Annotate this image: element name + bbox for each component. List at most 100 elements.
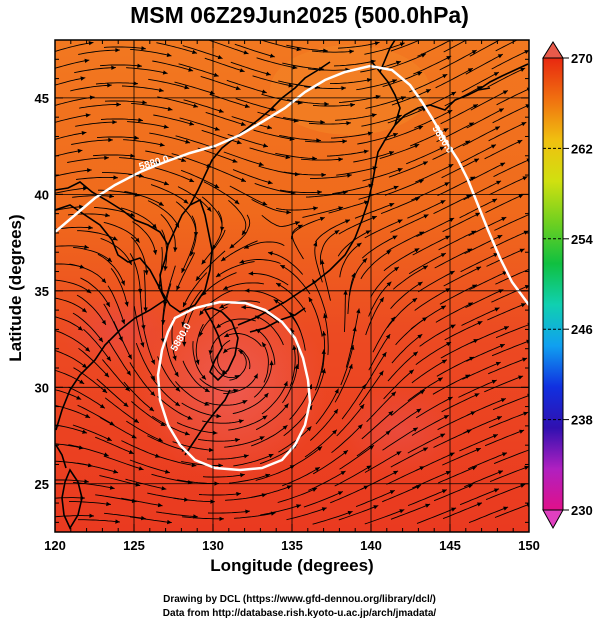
streamline-arrow <box>361 384 366 390</box>
streamline-arrow <box>475 448 481 452</box>
streamline-arrow <box>163 181 169 186</box>
streamline <box>72 424 112 442</box>
streamline <box>485 194 524 214</box>
streamline <box>390 40 421 52</box>
streamline-arrow <box>317 446 323 451</box>
streamline-arrow <box>470 176 476 181</box>
streamline-arrow <box>297 224 303 229</box>
streamline <box>461 307 500 326</box>
streamline-arrow <box>218 108 224 113</box>
streamline-arrow <box>373 505 379 510</box>
streamline-arrow <box>232 158 238 163</box>
streamline-arrow <box>152 249 158 255</box>
streamline <box>232 169 273 184</box>
streamline <box>181 233 196 274</box>
streamline-arrow <box>219 304 225 309</box>
streamline-arrow <box>185 139 191 144</box>
streamline-arrow <box>79 204 84 209</box>
page-title: MSM 06Z29Jun2025 (500.0hPa) <box>130 2 469 28</box>
streamline <box>302 206 344 218</box>
streamline-arrow <box>524 285 529 289</box>
streamline-arrow <box>174 371 179 377</box>
streamline-arrow <box>313 241 318 247</box>
streamline-arrow <box>321 507 327 512</box>
streamline-arrow <box>123 402 129 407</box>
streamline <box>441 393 480 413</box>
streamline-arrow <box>224 333 230 337</box>
streamline <box>417 270 455 293</box>
streamline <box>282 466 321 487</box>
streamline-arrow <box>440 305 446 310</box>
streamline <box>261 381 288 415</box>
streamline-arrow <box>520 68 526 72</box>
streamline-arrow <box>494 488 499 493</box>
streamline-arrow <box>85 347 90 352</box>
streamline-arrow <box>351 272 356 278</box>
streamline <box>365 96 406 109</box>
streamline-arrow <box>124 301 129 307</box>
streamline <box>258 165 300 176</box>
streamline-arrow <box>150 375 156 381</box>
streamline <box>496 88 529 106</box>
streamline <box>95 494 137 503</box>
streamline-arrow <box>393 185 399 190</box>
streamline <box>182 516 224 520</box>
streamline <box>279 134 321 141</box>
streamline <box>156 511 198 518</box>
streamline <box>72 195 115 198</box>
streamline-arrow <box>239 68 245 73</box>
streamline <box>319 229 340 265</box>
colorbar-top-arrow <box>542 41 564 59</box>
streamline <box>443 40 468 53</box>
streamline-arrow <box>104 372 109 378</box>
streamline <box>387 351 419 382</box>
streamline-arrow <box>111 65 116 70</box>
streamline <box>261 214 301 227</box>
streamline-arrow <box>350 102 355 108</box>
streamline <box>147 200 180 228</box>
streamline-arrow <box>494 307 500 312</box>
streamline <box>79 104 121 109</box>
streamline-arrow <box>113 469 119 474</box>
streamline <box>392 265 429 290</box>
streamline-arrow <box>199 331 204 337</box>
streamline-arrow <box>295 221 300 226</box>
streamline-arrow <box>341 86 346 91</box>
streamline <box>488 411 529 429</box>
streamline <box>175 381 210 406</box>
streamline-arrow <box>120 280 125 286</box>
streamline-arrow <box>193 103 199 108</box>
streamline <box>435 302 474 323</box>
streamline-arrow <box>282 425 288 430</box>
streamline <box>440 104 479 125</box>
streamline <box>487 303 527 321</box>
streamline <box>468 452 508 470</box>
streamline-arrow <box>234 199 240 205</box>
streamline <box>125 478 167 490</box>
streamline <box>233 453 274 467</box>
streamline <box>103 46 146 50</box>
streamline <box>145 150 187 162</box>
streamline <box>334 465 372 487</box>
streamline <box>409 73 448 93</box>
streamline <box>312 278 328 319</box>
warm-core-east <box>340 385 460 475</box>
streamline-arrow <box>440 200 446 205</box>
streamline-arrow <box>321 368 326 374</box>
streamline-arrow <box>518 194 524 199</box>
streamline <box>470 90 509 111</box>
colorbar-tick-label: 246 <box>571 322 593 337</box>
streamline <box>249 147 291 159</box>
streamline <box>102 359 131 392</box>
streamline <box>333 60 376 67</box>
streamline-arrow <box>140 342 145 348</box>
streamline <box>124 190 164 207</box>
coastline <box>55 181 169 246</box>
streamline-arrow <box>138 117 143 123</box>
streamline-arrow <box>491 144 496 149</box>
streamline-arrow <box>175 401 180 406</box>
streamline <box>55 279 92 294</box>
streamline <box>283 117 325 123</box>
streamline-arrow <box>469 122 474 127</box>
streamline <box>360 470 399 491</box>
